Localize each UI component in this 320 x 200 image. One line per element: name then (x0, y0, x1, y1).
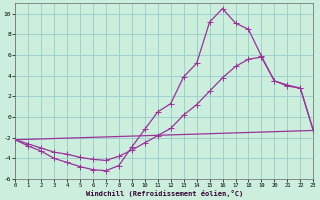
X-axis label: Windchill (Refroidissement éolien,°C): Windchill (Refroidissement éolien,°C) (85, 190, 243, 197)
